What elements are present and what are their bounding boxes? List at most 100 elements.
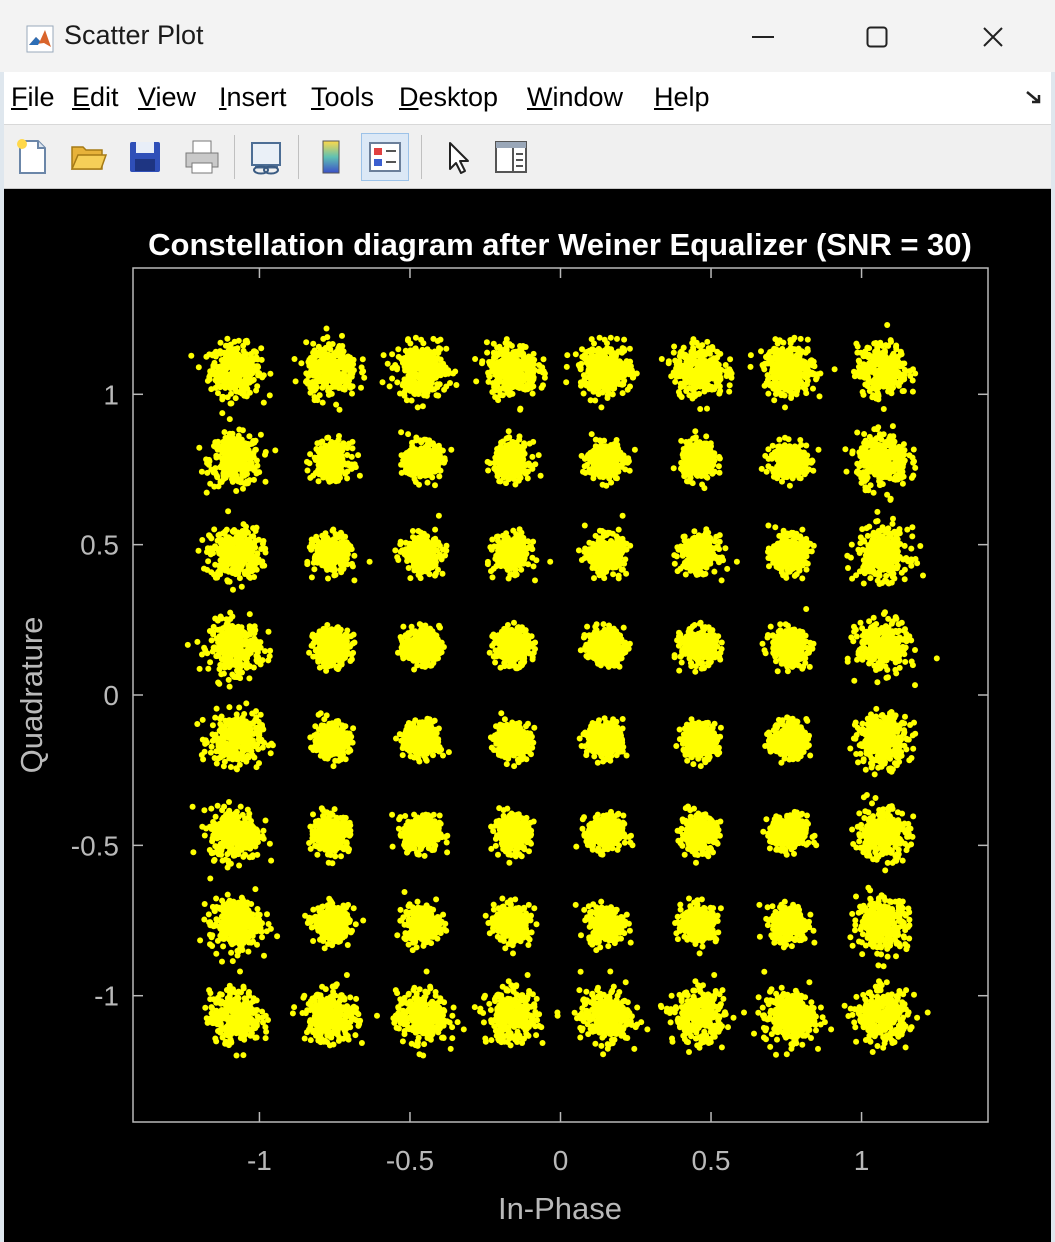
constellation-cluster	[670, 428, 723, 492]
constellation-cluster	[484, 428, 544, 488]
constellation-cluster	[484, 526, 554, 584]
constellation-cluster	[577, 621, 633, 670]
link-plot-button[interactable]	[242, 133, 290, 181]
constellation-cluster	[751, 968, 835, 1058]
figure-canvas: Constellation diagram after Weiner Equal…	[4, 189, 1051, 1238]
constellation-cluster	[195, 521, 269, 593]
menu-insert[interactable]: Insert	[219, 82, 287, 113]
constellation-cluster	[398, 429, 455, 489]
save-button[interactable]	[121, 133, 169, 181]
constellation-cluster	[844, 609, 940, 689]
constellation-cluster	[302, 895, 367, 952]
constellation-cluster	[571, 968, 651, 1058]
close-button[interactable]	[963, 14, 1023, 60]
constellation-cluster	[851, 322, 919, 412]
constellation-cluster	[576, 715, 630, 766]
constellation-cluster	[472, 336, 548, 413]
constellation-cluster	[674, 803, 724, 866]
constellation-cluster	[847, 705, 919, 778]
link-plot-icon	[251, 142, 281, 175]
menu-desktop[interactable]: Desktop	[399, 82, 498, 113]
constellation-cluster	[572, 898, 634, 954]
new-figure-button[interactable]	[8, 133, 56, 181]
scatter-plot[interactable]: Constellation diagram after Weiner Equal…	[4, 189, 1051, 1238]
constellation-cluster	[482, 895, 540, 957]
minimize-button[interactable]	[733, 14, 793, 60]
open-file-icon	[70, 146, 108, 170]
figure-toolbar	[0, 125, 1055, 189]
constellation-cluster	[394, 889, 450, 954]
constellation-cluster	[849, 792, 917, 874]
menu-bar: File Edit View Insert Tools Desktop Wind…	[0, 72, 1055, 125]
colorbar-button[interactable]	[307, 133, 355, 181]
constellation-cluster	[841, 978, 931, 1055]
constellation-cluster	[304, 433, 363, 485]
constellation-cluster	[578, 431, 638, 489]
toolbar-separator	[234, 135, 235, 179]
constellation-cluster	[573, 808, 636, 858]
maximize-button[interactable]	[847, 14, 907, 60]
y-tick-label: -0.5	[71, 830, 119, 861]
constellation-cluster	[306, 622, 358, 674]
constellation-cluster	[759, 606, 817, 675]
constellation-cluster	[202, 968, 271, 1059]
constellation-cluster	[486, 619, 539, 672]
maximize-icon	[866, 26, 888, 48]
x-tick-label: 0.5	[692, 1145, 731, 1176]
window-border-left	[0, 72, 4, 1242]
constellation-cluster	[673, 716, 724, 770]
property-editor-button[interactable]	[487, 133, 535, 181]
constellation-cluster	[196, 416, 279, 515]
minimize-icon	[752, 36, 774, 38]
chart-title: Constellation diagram after Weiner Equal…	[148, 227, 972, 262]
x-tick-label: 1	[854, 1145, 870, 1176]
property-editor-icon	[495, 141, 527, 173]
constellation-cluster	[762, 714, 814, 766]
open-file-button[interactable]	[64, 133, 112, 181]
matlab-app-icon	[26, 25, 54, 53]
menu-tools[interactable]: Tools	[311, 82, 374, 113]
constellation-cluster	[760, 808, 820, 858]
edit-plot-pointer-button[interactable]	[432, 133, 480, 181]
constellation-cluster	[671, 619, 725, 675]
dock-figure-icon[interactable]	[1024, 90, 1044, 106]
constellation-cluster	[393, 715, 452, 765]
constellation-cluster	[842, 423, 919, 503]
constellation-cluster	[389, 811, 451, 859]
legend-button[interactable]	[361, 133, 409, 181]
constellation-cluster	[487, 710, 538, 770]
colorbar-icon	[322, 140, 340, 174]
new-figure-icon	[17, 139, 46, 174]
legend-icon	[369, 142, 401, 172]
menu-window[interactable]: Window	[527, 82, 623, 113]
menu-view[interactable]: View	[138, 82, 196, 113]
constellation-cluster	[395, 621, 447, 673]
constellation-cluster	[747, 334, 838, 411]
constellation-cluster	[379, 334, 460, 411]
toolbar-separator	[298, 135, 299, 179]
print-button[interactable]	[178, 133, 226, 181]
y-axis-label: Quadrature	[14, 617, 49, 774]
constellation-cluster	[194, 700, 276, 773]
constellation-cluster	[307, 710, 357, 770]
constellation-cluster	[304, 526, 373, 584]
constellation-cluster	[671, 526, 740, 584]
menu-edit[interactable]: Edit	[72, 82, 119, 113]
print-icon	[185, 140, 219, 174]
menu-file[interactable]: File	[11, 82, 55, 113]
menu-help[interactable]: Help	[654, 82, 710, 113]
y-tick-label: 0.5	[80, 530, 119, 561]
y-tick-label: 1	[103, 379, 119, 410]
constellation-cluster	[189, 799, 275, 871]
window-title: Scatter Plot	[64, 20, 204, 51]
y-tick-label: 0	[103, 680, 119, 711]
constellation-cluster	[847, 884, 913, 970]
constellation-cluster	[844, 508, 926, 587]
constellation-cluster	[188, 335, 274, 417]
toolbar-separator	[421, 135, 422, 179]
constellation-cluster	[765, 522, 817, 582]
pointer-icon	[449, 142, 469, 174]
window-border-right	[1051, 72, 1055, 1242]
constellation-cluster	[291, 325, 368, 413]
